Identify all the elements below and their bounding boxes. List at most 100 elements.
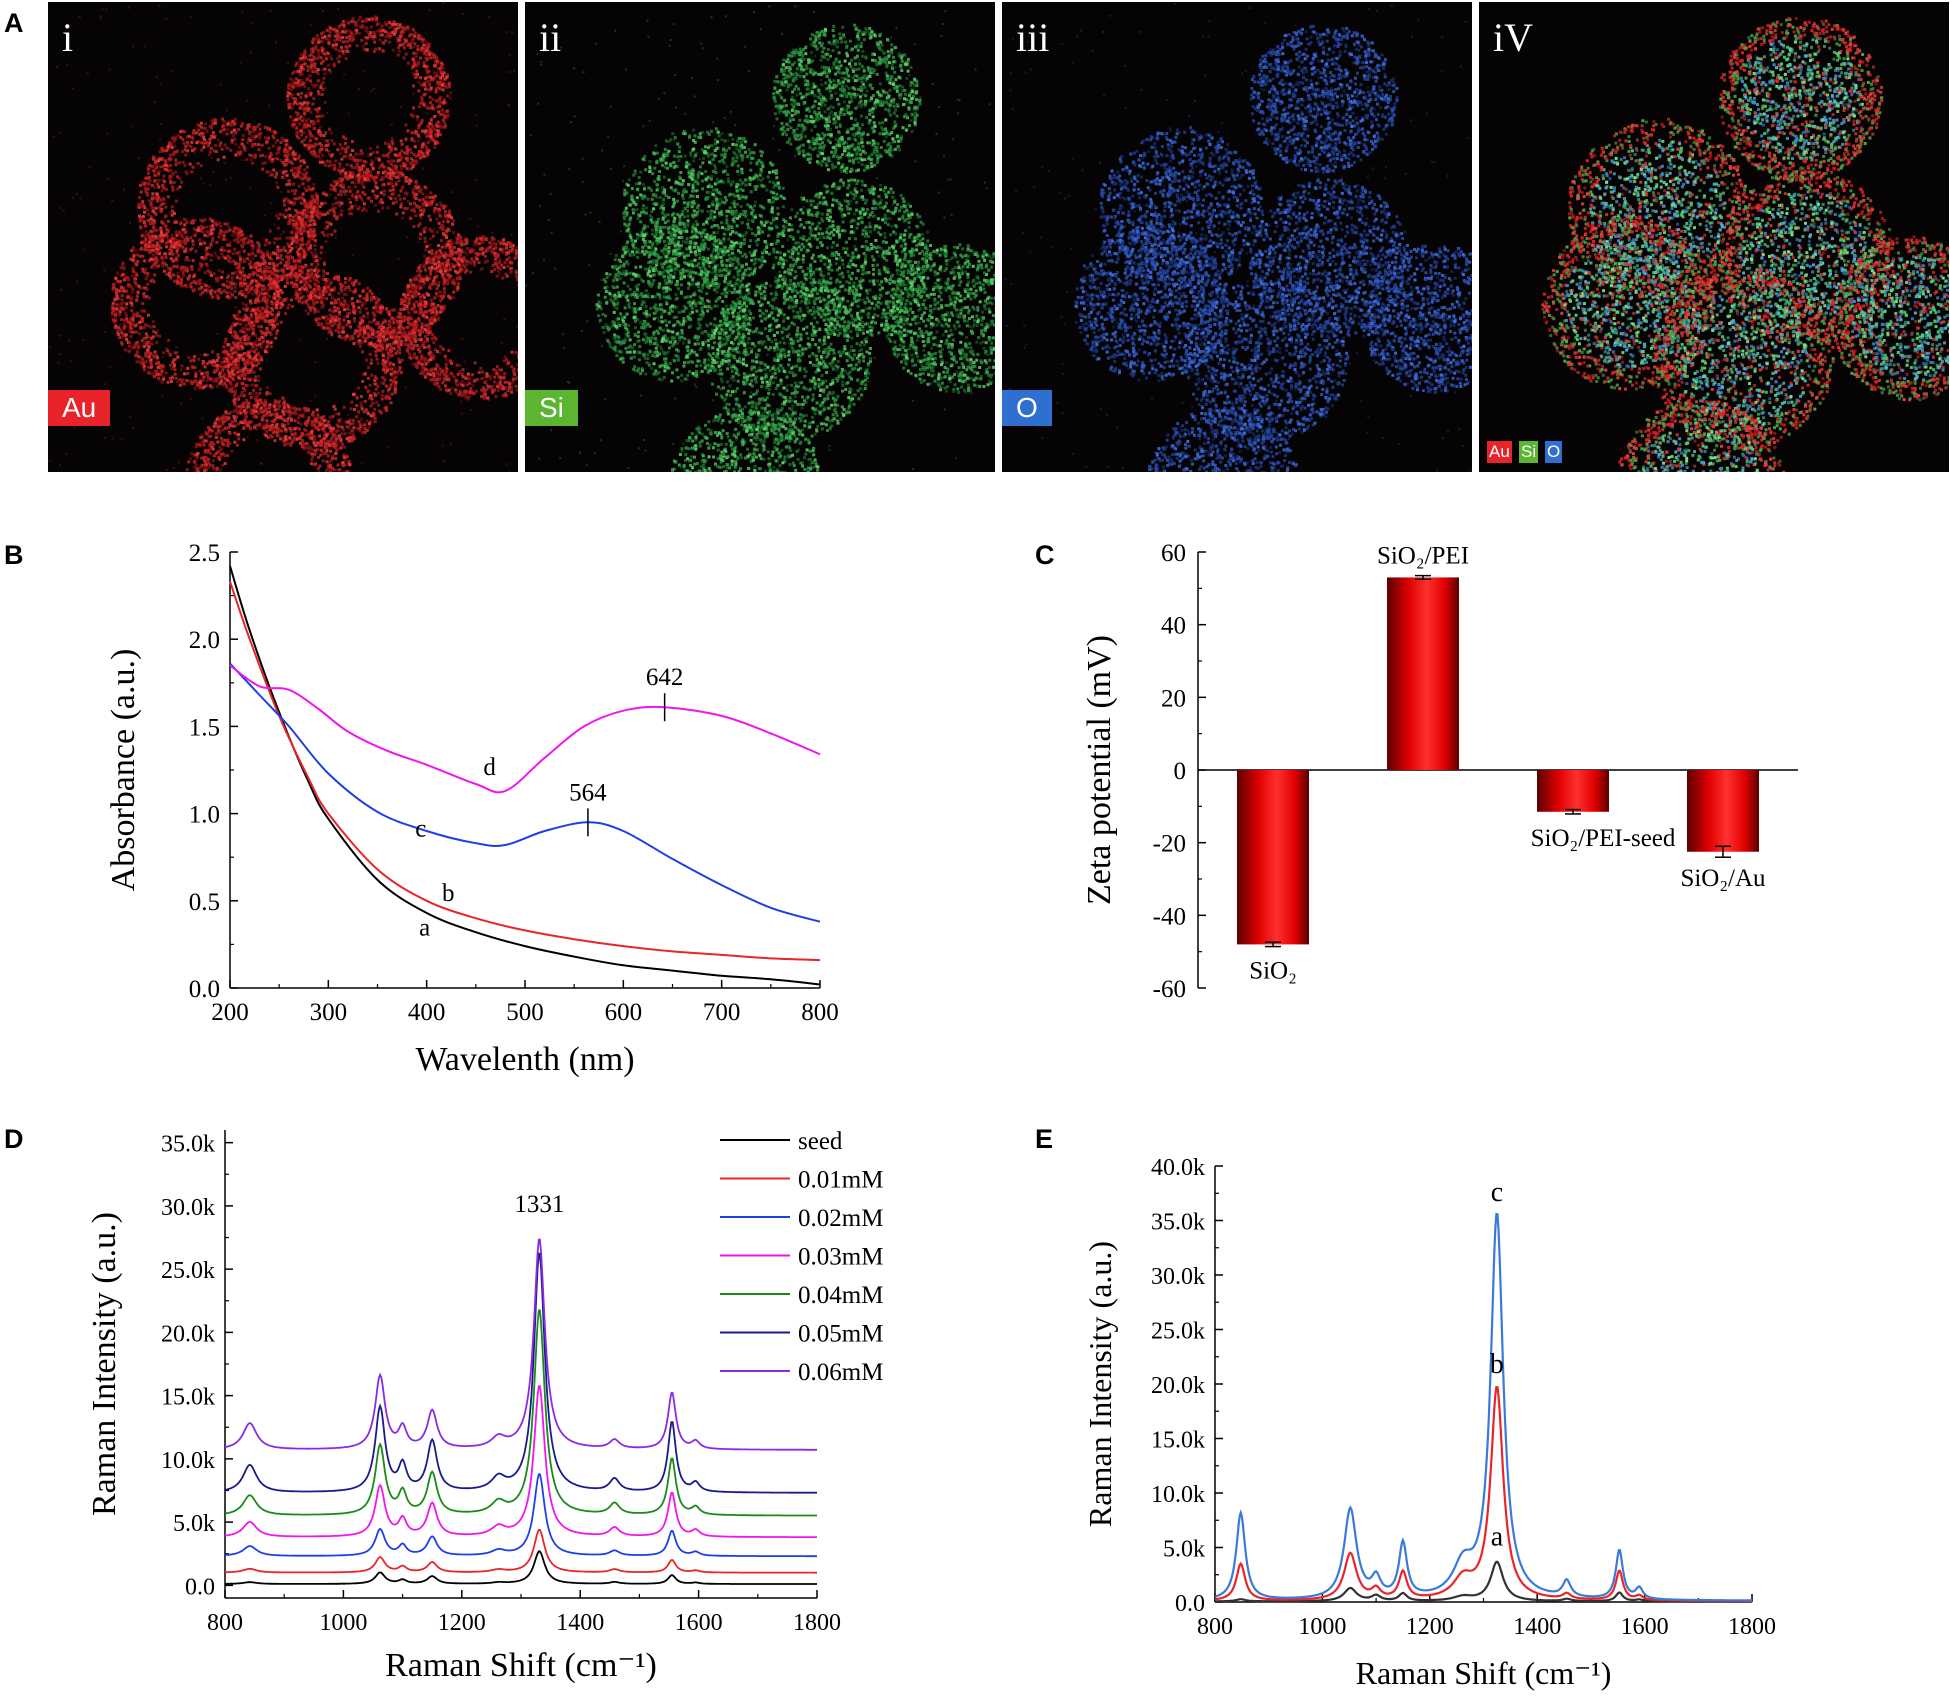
bar-category-label: SiO₂/PEI-seed (1531, 825, 1676, 852)
chart-b-absorbance: 200 300 400 500 600 700 800 0.0 0.5 1.0 1.5 2.0 2.5 W… (105, 540, 839, 1078)
bar-1 (1387, 577, 1459, 770)
chart-c-zeta: -60 -40 -20 0 20 40 60 Zeta potential (mV) SiO₂ S… (1081, 540, 1798, 1003)
x-axis-label: Wavelenth (nm) (415, 1041, 634, 1078)
chart-e-raman: 800 1000 1200 1400 1600 1800 0.0 5.0k 10.0k 15.0k… (1082, 1155, 1776, 1691)
peak-label: 642 (646, 664, 684, 691)
y-tick-label: 30.0k (1151, 1264, 1205, 1290)
overlay-tag-o: O (1545, 441, 1563, 463)
x-tick-label: 1800 (793, 1610, 841, 1636)
y-tick-label: 40.0k (1151, 1155, 1205, 1181)
legend-label: 0.03mM (798, 1244, 883, 1271)
series-line-a (1215, 1560, 1752, 1603)
bar-category-label: SiO₂/PEI (1377, 542, 1469, 569)
legend-label: 0.04mM (798, 1282, 883, 1309)
x-axis-label: Raman Shift (cm⁻¹) (1356, 1655, 1612, 1691)
chart-d-raman: 800 1000 1200 1400 1600 1800 0.0 5.0k 10.0k 15.0k… (86, 1128, 883, 1684)
speckle-layer (525, 5, 995, 472)
curve-label-b: b (1490, 1349, 1504, 1380)
y-tick-label: 15.0k (1151, 1428, 1205, 1454)
eds-map-au: i Au (48, 2, 518, 472)
y-tick-label: 40 (1161, 613, 1186, 640)
y-axis-label: Raman Intensity (a.u.) (86, 1212, 123, 1516)
x-tick-label: 1400 (556, 1610, 604, 1636)
speckle-layer (1004, 2, 1472, 472)
y-tick-label: 10.0k (161, 1448, 215, 1474)
x-tick-label: 1800 (1728, 1614, 1776, 1640)
bar-0 (1237, 770, 1309, 945)
curve-label-c: c (1491, 1177, 1503, 1208)
x-tick-label: 300 (310, 999, 348, 1026)
speckle-layer (48, 2, 518, 472)
map-roman-label: iV (1493, 14, 1533, 61)
x-tick-label: 700 (703, 999, 741, 1026)
x-tick-label: 500 (506, 999, 544, 1026)
peak-label: 1331 (514, 1191, 564, 1218)
y-tick-label: 5.0k (1163, 1537, 1205, 1563)
eds-map-o: iii O (1002, 2, 1472, 472)
x-tick-label: 200 (211, 999, 249, 1026)
eds-map-si: ii Si (525, 2, 995, 472)
x-tick-label: 800 (1197, 1614, 1233, 1640)
map-roman-label: i (62, 14, 73, 61)
bar-3 (1687, 770, 1759, 852)
y-tick-label: 10.0k (1151, 1482, 1205, 1508)
series-line-0.02mM (224, 1473, 817, 1558)
eds-map-overlay: iV Au Si O (1479, 2, 1949, 472)
y-tick-label: 35.0k (1151, 1210, 1205, 1236)
x-tick-label: 1600 (675, 1610, 723, 1636)
y-tick-label: 1.5 (189, 714, 220, 741)
y-axis-label: Absorbance (a.u.) (105, 649, 142, 892)
series-line-c (1214, 1212, 1752, 1602)
x-tick-label: 400 (408, 999, 446, 1026)
series-line-0.06mM (224, 1238, 817, 1451)
y-tick-label: 20.0k (161, 1321, 215, 1347)
panel-label-a: A (4, 8, 24, 39)
series-line-seed (224, 1550, 817, 1585)
panel-label-c: C (1035, 540, 1055, 571)
y-tick-label: 20.0k (1151, 1373, 1205, 1399)
element-tag-o: O (1002, 390, 1052, 426)
y-tick-label: 20 (1161, 685, 1186, 712)
y-tick-label: 0 (1174, 758, 1187, 785)
y-tick-label: -60 (1153, 976, 1186, 1003)
y-tick-label: 0.0 (189, 976, 220, 1003)
x-tick-label: 1000 (1298, 1614, 1346, 1640)
curve-label-a: a (1491, 1521, 1504, 1552)
x-tick-label: 800 (801, 999, 839, 1026)
peak-label: 564 (569, 779, 607, 806)
y-tick-label: 2.5 (189, 540, 220, 567)
y-tick-label: 0.0 (185, 1574, 215, 1600)
element-tag-si: Si (525, 390, 578, 426)
legend-label: 0.01mM (798, 1167, 883, 1194)
y-axis-label: Zeta potential (mV) (1081, 635, 1118, 905)
y-tick-label: 2.0 (189, 627, 220, 654)
series-line-d (229, 664, 821, 794)
series-line-0.03mM (224, 1385, 817, 1538)
element-tag-au: Au (48, 390, 111, 426)
curve-label-d: d (483, 754, 496, 781)
speckle-layer (1541, 17, 1949, 472)
map-roman-label: iii (1016, 14, 1049, 61)
y-tick-label: 15.0k (161, 1385, 215, 1411)
legend-label: 0.02mM (798, 1205, 883, 1232)
curve-label-b: b (442, 880, 455, 907)
x-tick-label: 1200 (1406, 1614, 1454, 1640)
y-tick-label: -20 (1153, 831, 1186, 858)
series-line-0.05mM (224, 1252, 817, 1494)
x-tick-label: 600 (605, 999, 643, 1026)
series-line-0.01mM (224, 1528, 817, 1574)
legend-label: seed (798, 1128, 843, 1155)
panel-label-b: B (4, 540, 24, 571)
overlay-tag-si: Si (1519, 441, 1539, 463)
series-line-b (229, 581, 821, 962)
series-line-0.04mM (224, 1309, 818, 1517)
bar-category-label: SiO₂/Au (1680, 865, 1766, 892)
map-roman-label: ii (539, 14, 561, 61)
panel-label-e: E (1035, 1124, 1053, 1155)
y-tick-label: 25.0k (161, 1258, 215, 1284)
legend-label: 0.06mM (798, 1359, 883, 1386)
x-axis-label: Raman Shift (cm⁻¹) (385, 1647, 657, 1684)
y-tick-label: 35.0k (161, 1132, 215, 1158)
y-tick-label: 60 (1161, 540, 1186, 567)
overlay-tag-au: Au (1487, 441, 1512, 463)
